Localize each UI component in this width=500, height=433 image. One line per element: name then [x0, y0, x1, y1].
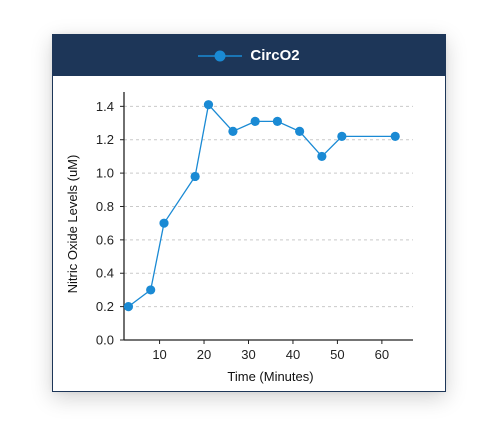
x-tick-label-2: 30	[241, 347, 255, 362]
gridlines	[124, 105, 413, 308]
y-tick-label-3: 0.6	[96, 232, 114, 247]
y-tick-label-0: 0.0	[96, 333, 114, 348]
data-point-10[interactable]	[337, 131, 347, 141]
y-tick-label-4: 0.8	[96, 199, 114, 214]
x-tick-label-3: 40	[286, 347, 300, 362]
data-point-7[interactable]	[272, 116, 282, 126]
data-point-4[interactable]	[203, 100, 214, 110]
data-point-3[interactable]	[190, 171, 200, 182]
x-axis-ticks: 10 20 30 40 50 60	[152, 340, 389, 362]
data-point-2[interactable]	[159, 218, 169, 228]
axes	[123, 92, 413, 341]
x-tick-label-1: 20	[197, 347, 211, 362]
data-point-9[interactable]	[317, 151, 327, 162]
data-point-8[interactable]	[295, 126, 305, 136]
data-point-6[interactable]	[250, 116, 260, 126]
chart-card: CircO2	[52, 34, 446, 392]
series-line-0	[128, 103, 396, 308]
data-point-1[interactable]	[146, 285, 156, 295]
y-tick-label-5: 1.0	[96, 166, 114, 181]
legend-marker	[214, 50, 226, 61]
series-circo2	[123, 100, 400, 312]
x-tick-label-4: 50	[330, 347, 344, 362]
legend-swatch-circo2	[198, 49, 243, 63]
legend[interactable]: CircO2	[53, 35, 445, 76]
data-point-11[interactable]	[390, 131, 400, 141]
legend-swatch-svg	[198, 50, 243, 61]
x-axis-title: Time (Minutes)	[227, 369, 313, 384]
x-tick-label-5: 60	[375, 347, 389, 362]
y-tick-label-7: 1.4	[96, 99, 114, 114]
y-axis-ticks: 0.0 0.2 0.4 0.6 0.8 1.0 1.2 1.4	[96, 99, 124, 348]
y-axis-title: Nitric Oxide Levels (uM)	[65, 155, 80, 294]
legend-label-circo2: CircO2	[250, 47, 300, 64]
y-tick-label-1: 0.2	[96, 299, 114, 314]
legend-header	[53, 35, 445, 76]
y-tick-label-6: 1.2	[96, 132, 114, 147]
x-tick-label-0: 10	[152, 347, 166, 362]
y-tick-label-2: 0.4	[96, 266, 114, 281]
data-point-5[interactable]	[228, 126, 238, 136]
data-point-0[interactable]	[123, 302, 134, 312]
